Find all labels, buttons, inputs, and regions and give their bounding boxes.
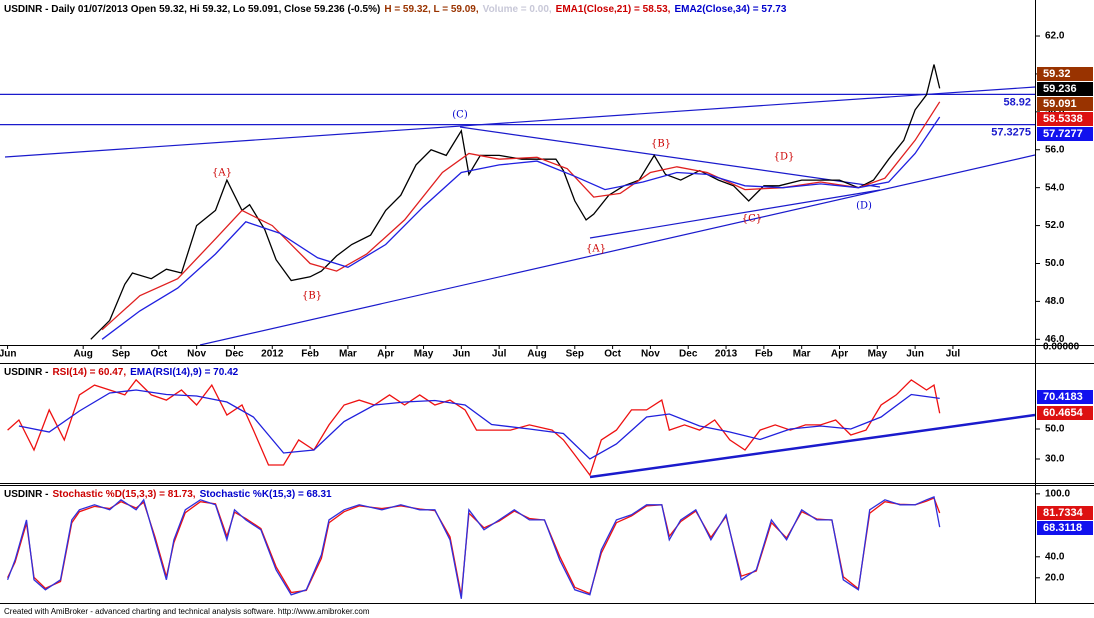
y-tick-label: 48.0: [1045, 296, 1065, 307]
panel-header: USDINR - RSI(14) = 60.47, EMA(RSI(14),9) =…: [4, 367, 239, 378]
panel-header: USDINR - Stochastic %D(15,3,3) = 81.73, St…: [4, 489, 332, 500]
footer: Created with AmiBroker - advanced charti…: [4, 607, 370, 616]
header-item: EMA(RSI(14),9) = 70.42: [130, 367, 239, 378]
x-tick-label: Aug: [73, 349, 92, 360]
x-tick-label: May: [868, 349, 888, 360]
wave-label: {A}: [212, 168, 232, 179]
x-tick-label: Mar: [339, 349, 357, 360]
series-group: [7, 378, 941, 477]
last-value-box: [1037, 406, 1093, 420]
last-value-box: [1037, 112, 1093, 126]
x-tick-label: 2012: [261, 349, 284, 360]
wave-label: (C): [452, 110, 468, 121]
x-tick-label: Jul: [492, 349, 507, 360]
y-tick-label: 100.0: [1045, 488, 1070, 499]
series-line: [6, 496, 941, 599]
header-item: H = 59.32, L = 59.09,: [384, 4, 479, 15]
last-value-label: 70.4183: [1043, 391, 1083, 403]
x-tick-label: Apr: [831, 349, 848, 360]
panel-header: USDINR - Daily 01/07/2013 Open 59.32, Hi…: [4, 4, 787, 15]
x-tick-label: Nov: [641, 349, 660, 360]
header-item: Volume = 0.00,: [483, 4, 552, 15]
header-item: Stochastic %K(15,3) = 68.31: [200, 489, 332, 500]
level-label: 58.92: [1003, 96, 1031, 108]
y-tick-label: 40.0: [1045, 551, 1065, 562]
level-label: 57.3275: [991, 126, 1031, 138]
last-value-label: 57.7277: [1043, 128, 1083, 140]
header-item: USDINR -: [4, 489, 48, 500]
x-tick-label: Mar: [793, 349, 811, 360]
last-value-label: 68.3118: [1043, 522, 1082, 534]
y-tick-label: 20.0: [1045, 572, 1065, 583]
last-value-box: [1037, 127, 1093, 141]
last-value-box: [1037, 506, 1093, 520]
y-tick-label: 46.0: [1045, 334, 1065, 345]
last-value-label: 59.091: [1043, 98, 1077, 110]
header-item: Stochastic %D(15,3,3) = 81.73,: [52, 489, 195, 500]
y-tick-label: 62.0: [1045, 31, 1065, 42]
last-value-box: [1037, 67, 1093, 81]
series-line: [90, 64, 941, 340]
x-tick-label: Feb: [301, 349, 319, 360]
series-line: [101, 101, 941, 331]
price-trendlines: [4, 86, 1035, 345]
x-tick-label: May: [414, 349, 434, 360]
x-tick-label: Dec: [225, 349, 244, 360]
rsi-trendline: [589, 413, 1035, 479]
header-item: EMA1(Close,21) = 58.53,: [556, 4, 671, 15]
last-value-label: 59.32: [1043, 68, 1071, 80]
header-item: EMA2(Close,34) = 57.73: [674, 4, 786, 15]
x-tick-label: Jun: [906, 349, 924, 360]
x-tick-label: Oct: [150, 349, 167, 360]
x-tick-label: Apr: [377, 349, 394, 360]
header-item: USDINR - Daily 01/07/2013 Open 59.32, Hi…: [4, 4, 380, 15]
y-tick-label: 58.0: [1045, 106, 1065, 117]
axis-end-label: 0.00000: [1043, 342, 1080, 353]
wave-label: (D): [856, 201, 872, 212]
y-tick-label: 30.0: [1045, 454, 1065, 465]
y-tick-label: 50.0: [1045, 424, 1065, 435]
x-tick-label: Sep: [112, 349, 130, 360]
x-tick-label: Jul: [946, 349, 961, 360]
wave-label: {D}: [774, 152, 795, 163]
y-tick-label: 52.0: [1045, 220, 1065, 231]
series-group: [6, 496, 941, 599]
x-tick-label: Jun: [452, 349, 470, 360]
wave-label: {B}: [302, 291, 322, 302]
series-line: [18, 389, 940, 460]
y-tick-label: 50.0: [1045, 258, 1065, 269]
x-tick-label: Nov: [187, 349, 206, 360]
wave-label: {A}: [586, 244, 606, 255]
y-tick-label: 54.0: [1045, 182, 1065, 193]
series-group: [0, 64, 1035, 340]
last-value-box: [1037, 82, 1093, 96]
x-tick-label: Oct: [604, 349, 621, 360]
last-value-label: 58.5338: [1043, 113, 1083, 125]
x-tick-label: Sep: [566, 349, 584, 360]
last-value-label: 81.7334: [1043, 507, 1084, 519]
x-tick-label: Jun: [0, 349, 16, 360]
y-tick-label: 56.0: [1045, 144, 1065, 155]
x-tick-label: 2013: [715, 349, 738, 360]
header-item: USDINR -: [4, 367, 48, 378]
header-item: RSI(14) = 60.47,: [52, 367, 126, 378]
last-value-box: [1037, 390, 1093, 404]
series-line: [101, 116, 941, 340]
x-tick-label: Aug: [527, 349, 546, 360]
x-tick-label: Dec: [679, 349, 698, 360]
last-value-box: [1037, 521, 1093, 535]
last-value-label: 60.4654: [1043, 407, 1084, 419]
wave-label: {C}: [742, 214, 762, 225]
last-value-label: 59.236: [1043, 83, 1077, 95]
x-tick-label: Feb: [755, 349, 773, 360]
last-value-box: [1037, 97, 1093, 111]
wave-label: {B}: [651, 139, 671, 150]
